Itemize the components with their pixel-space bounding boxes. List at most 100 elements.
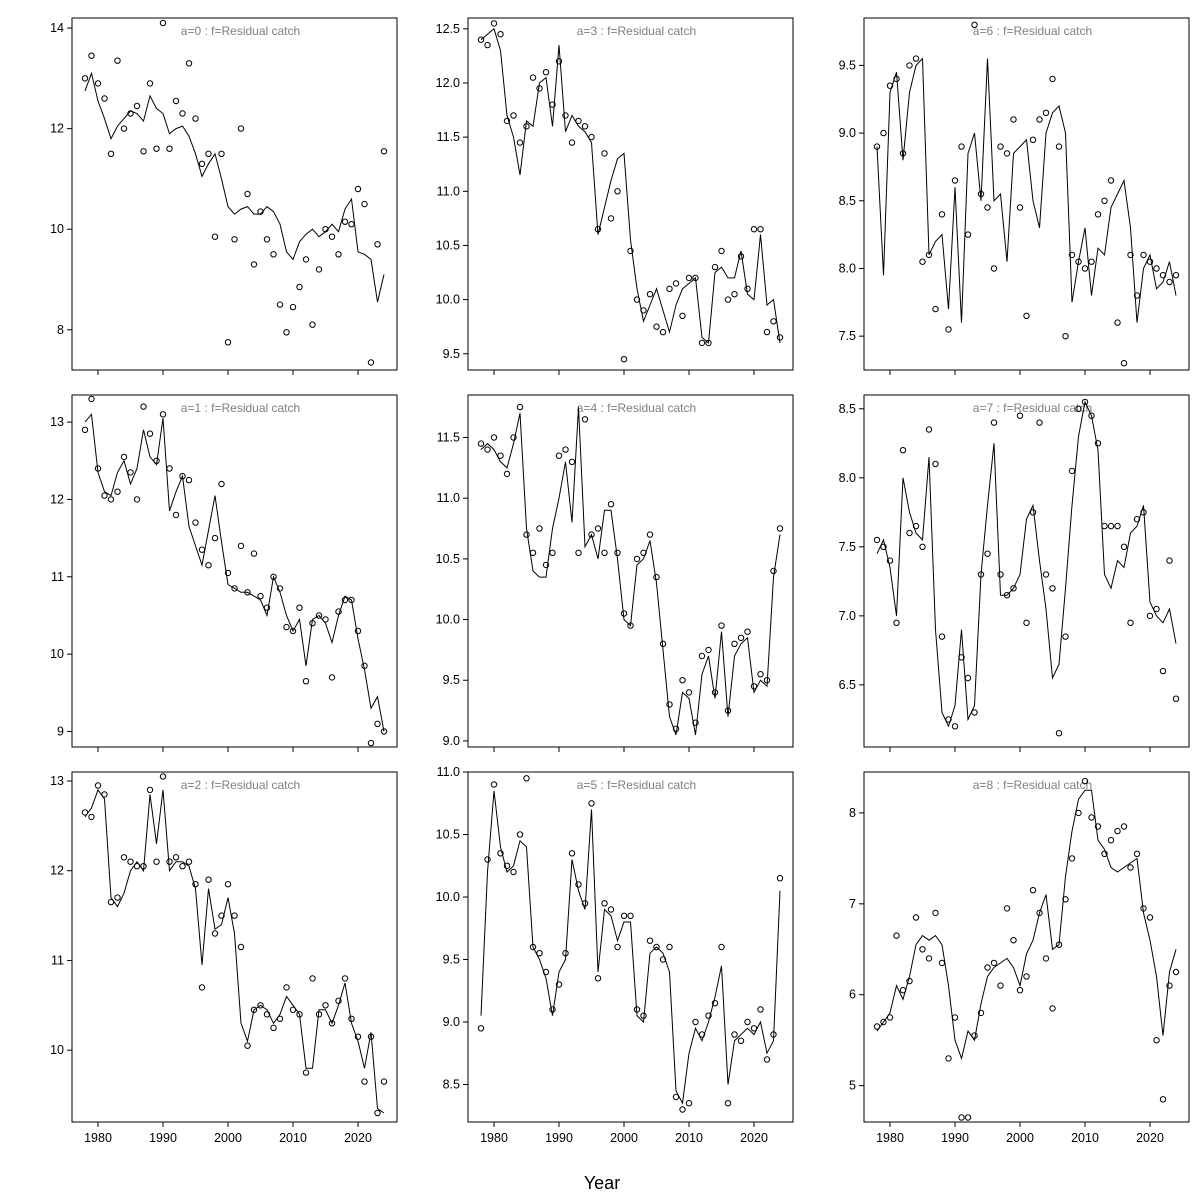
data-point: [523, 123, 530, 130]
data-point: [607, 215, 615, 222]
data-point: [990, 419, 998, 426]
data-point: [322, 616, 329, 623]
plot-box: [467, 771, 794, 1123]
data-point: [659, 956, 667, 963]
data-point: [672, 1093, 680, 1101]
data-point: [81, 75, 89, 82]
panel-title: a=1 : f=Residual catch: [181, 401, 300, 415]
y-tick-label: 12: [50, 864, 64, 878]
data-point: [958, 143, 965, 150]
data-point: [1068, 467, 1076, 475]
data-point: [977, 190, 985, 198]
data-point: [198, 160, 206, 168]
data-point: [153, 457, 160, 465]
y-tick-label: 10: [50, 647, 64, 661]
chart-canvas-age-4: 9.0 9.5 10.0 10.5 11.0 11.5 a=4 : f=Residual c…: [436, 394, 794, 752]
data-point: [536, 85, 543, 92]
data-point: [283, 623, 290, 631]
data-point: [153, 145, 160, 152]
data-point: [1088, 412, 1095, 419]
y-tick-label: 11.0: [437, 491, 460, 505]
data-point: [971, 21, 978, 28]
data-point: [510, 112, 517, 119]
data-point: [685, 1100, 693, 1107]
data-point: [146, 430, 154, 437]
data-point: [81, 426, 89, 433]
data-point: [374, 1109, 381, 1117]
data-point: [127, 858, 134, 865]
x-tick-label: 2010: [279, 1131, 307, 1145]
y-tick-label: 8: [849, 806, 856, 820]
data-point: [770, 567, 777, 575]
data-point: [698, 339, 706, 347]
data-point: [679, 1106, 686, 1113]
data-point: [1133, 292, 1141, 299]
data-point: [744, 285, 751, 292]
data-point: [705, 339, 712, 347]
panel-title: a=2 : f=Residual catch: [181, 778, 300, 792]
data-point: [588, 133, 595, 141]
panel-age-2: 10 11 12 13 1980 1990 2000 2010 2020 a=2 : f=Resi…: [8, 762, 404, 1169]
y-tick-label: 6.5: [839, 678, 856, 692]
data-point: [880, 1018, 887, 1026]
data-point: [257, 1002, 264, 1009]
data-point: [276, 585, 284, 592]
data-point: [886, 1014, 894, 1021]
data-point: [211, 534, 219, 542]
data-point: [224, 569, 232, 577]
data-point: [685, 689, 693, 696]
data-point: [1127, 864, 1134, 871]
plot-box: [863, 17, 1190, 371]
data-point: [594, 226, 602, 233]
data-point: [1049, 75, 1056, 83]
panel-age-1: 9 10 11 12 13 a=1 : f=Residual catch: [8, 385, 404, 762]
data-point: [218, 912, 225, 919]
data-point: [698, 1031, 706, 1038]
data-point: [1055, 730, 1063, 737]
data-point: [1172, 695, 1180, 702]
data-point: [633, 296, 641, 303]
data-point: [938, 959, 946, 967]
data-point: [964, 674, 972, 682]
data-point: [653, 573, 660, 581]
data-point: [640, 307, 647, 314]
data-point: [1081, 777, 1089, 785]
data-point: [757, 671, 764, 678]
data-point: [1120, 360, 1128, 367]
y-tick-label: 8.5: [443, 1078, 460, 1092]
x-tick-label: 2020: [1136, 1131, 1164, 1145]
data-point: [1146, 258, 1154, 265]
data-point: [172, 97, 180, 105]
data-point: [536, 525, 543, 532]
data-point: [1003, 592, 1011, 599]
data-point: [231, 585, 238, 592]
y-tick-label: 10.0: [436, 293, 460, 307]
chart-canvas-age-0: 8 10 12 14 a=0 : f=Residual catch: [50, 17, 398, 375]
data-point: [88, 813, 95, 821]
y-tick-label: 10.5: [436, 828, 460, 842]
data-point: [990, 959, 998, 967]
y-tick-label: 9.5: [443, 347, 460, 361]
y-tick-label: 11.5: [437, 130, 460, 144]
data-point: [984, 964, 991, 971]
y-tick-label: 9.0: [839, 126, 856, 140]
y-tick-label: 11: [51, 953, 64, 967]
data-point: [88, 52, 95, 59]
fitted-line: [876, 789, 1177, 1061]
data-point: [711, 263, 719, 271]
data-point: [1172, 272, 1180, 279]
y-tick-label: 11: [51, 570, 64, 584]
data-point: [1029, 136, 1037, 144]
data-point: [1127, 251, 1134, 259]
data-point: [964, 231, 972, 238]
data-point: [335, 608, 342, 615]
data-point: [367, 1033, 375, 1040]
data-point: [919, 946, 926, 953]
data-point: [549, 1006, 556, 1013]
data-point: [1016, 204, 1024, 211]
data-point: [490, 781, 498, 788]
data-point: [192, 881, 199, 888]
data-point: [374, 241, 381, 248]
y-tick-label: 10.5: [436, 238, 460, 252]
data-point: [198, 984, 206, 991]
